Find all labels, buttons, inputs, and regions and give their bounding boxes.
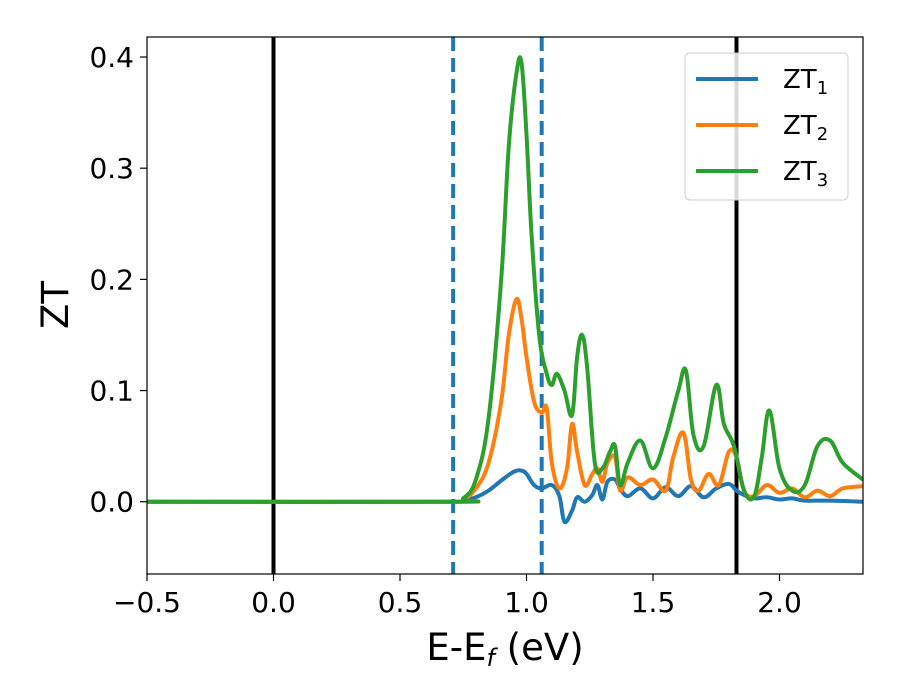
reference-lines	[271, 37, 739, 574]
plot-frame	[146, 36, 864, 575]
x-tick-label: −0.5	[113, 586, 181, 619]
series-layer	[147, 55, 863, 525]
y-axis: 0.0 0.1 0.2 0.3 0.4	[89, 41, 147, 519]
legend-label-zt3: ZT3	[783, 157, 828, 191]
legend-label-zt1: ZT1	[783, 65, 828, 99]
legend-label-zt2: ZT2	[783, 111, 828, 145]
series-line-zt2	[147, 296, 863, 504]
legend-label-zt3-main: ZT	[783, 157, 817, 187]
y-tick-label: 0.2	[89, 263, 134, 296]
legend-box	[684, 52, 849, 201]
legend-label-zt1-sub: 1	[817, 78, 828, 99]
series-line-zt3	[147, 55, 863, 504]
x-tick-label: 1.5	[631, 586, 676, 619]
y-tick-label: 0.3	[89, 152, 134, 185]
x-axis-label-unit: (eV)	[495, 626, 584, 669]
y-tick-label: 0.0	[89, 486, 134, 519]
y-tick-label: 0.4	[89, 41, 134, 74]
x-tick-label: 0.0	[251, 586, 296, 619]
legend-label-zt2-main: ZT	[783, 111, 817, 141]
x-tick-label: 2.0	[757, 586, 802, 619]
y-axis-label: ZT	[34, 281, 77, 329]
x-axis-label-main: E-E	[426, 626, 486, 669]
x-tick-label: 0.5	[378, 586, 423, 619]
x-tick-label: 1.0	[504, 586, 549, 619]
legend: ZT1 ZT2 ZT3	[684, 52, 849, 201]
y-tick-label: 0.1	[89, 375, 134, 408]
legend-label-zt2-sub: 2	[817, 124, 828, 145]
x-axis-label: E-Ef (eV)	[426, 626, 583, 672]
x-axis: −0.5 0.0 0.5 1.0 1.5 2.0	[113, 574, 802, 619]
legend-label-zt3-sub: 3	[817, 170, 828, 191]
legend-label-zt1-main: ZT	[783, 65, 817, 95]
